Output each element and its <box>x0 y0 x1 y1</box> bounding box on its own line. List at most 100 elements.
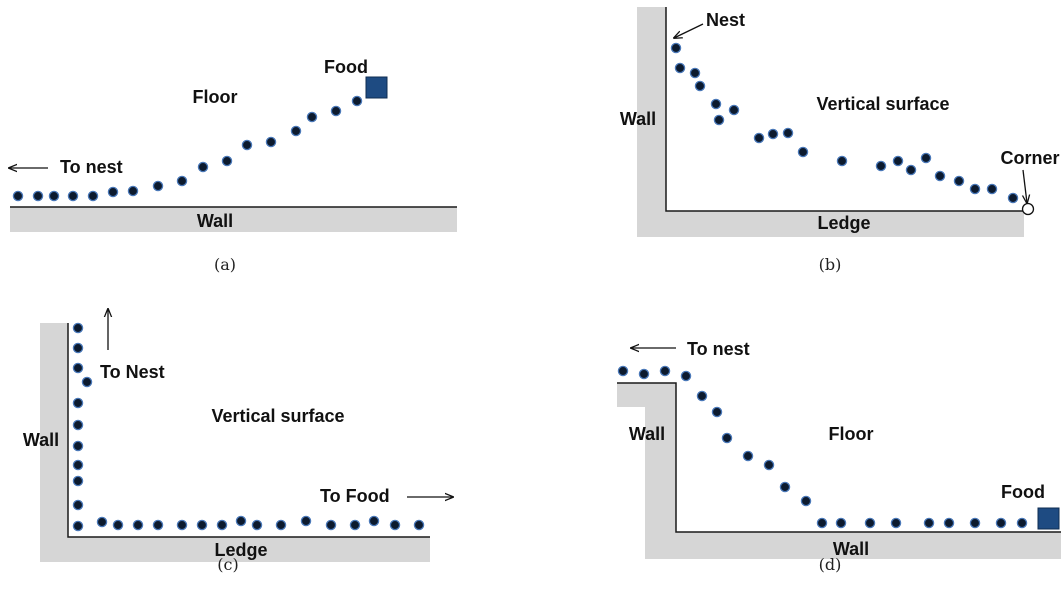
ant-dot <box>413 519 425 531</box>
ant-dot <box>389 519 401 531</box>
to-nest-label: To Nest <box>100 362 165 382</box>
ant-dot <box>953 175 965 187</box>
ant-dot <box>107 186 119 198</box>
ant-dot <box>300 515 312 527</box>
ant-dot <box>132 519 144 531</box>
ant-dot <box>943 517 955 529</box>
ant-dot <box>659 365 671 377</box>
wall-bottom-label: Wall <box>833 539 869 559</box>
ant-dot <box>197 161 209 173</box>
surface-label: Vertical surface <box>816 94 949 114</box>
ant-dot <box>96 516 108 528</box>
ant-dot <box>325 519 337 531</box>
food-label: Food <box>1001 482 1045 502</box>
ant-dot <box>779 481 791 493</box>
ant-dot <box>368 515 380 527</box>
ant-trail <box>72 322 425 532</box>
corner-marker <box>1021 202 1035 216</box>
ant-dot <box>710 98 722 110</box>
ant-dot <box>689 67 701 79</box>
wall-left-label: Wall <box>629 424 665 444</box>
nest-arrow <box>674 23 704 38</box>
ant-dot <box>836 155 848 167</box>
ant-dot <box>995 517 1007 529</box>
ant-dot <box>72 520 84 532</box>
ant-dot <box>696 390 708 402</box>
food-square <box>365 76 388 99</box>
wall-edge <box>617 382 1061 533</box>
caption: (d) <box>819 555 842 574</box>
ant-dot <box>72 397 84 409</box>
corner-arrow <box>1023 169 1027 203</box>
ant-dot <box>1007 192 1019 204</box>
ant-dot <box>728 104 740 116</box>
ant-dot <box>638 368 650 380</box>
ant-dot <box>674 62 686 74</box>
wall-block <box>40 323 430 562</box>
ant-dot <box>694 80 706 92</box>
ant-trail <box>617 365 1028 529</box>
ant-dot <box>32 190 44 202</box>
ant-dot <box>742 450 754 462</box>
wall-block <box>637 7 1024 237</box>
ant-dot <box>176 175 188 187</box>
ant-dot <box>235 515 247 527</box>
ant-dot <box>797 146 809 158</box>
ant-dot <box>767 128 779 140</box>
ant-dot <box>306 111 318 123</box>
ant-dot <box>72 459 84 471</box>
to-nest-label: To nest <box>687 339 750 359</box>
caption: (a) <box>214 255 236 274</box>
ant-dot <box>67 190 79 202</box>
ant-dot <box>800 495 812 507</box>
ant-dot <box>127 185 139 197</box>
panel-d: Wall Wall Floor To nest Food (d) <box>617 339 1061 574</box>
ant-dot <box>251 519 263 531</box>
ant-dot <box>275 519 287 531</box>
ant-dot <box>265 136 277 148</box>
ant-dot <box>680 370 692 382</box>
to-nest-label: To nest <box>60 157 123 177</box>
wall-edge <box>665 7 1024 212</box>
ant-dot <box>221 155 233 167</box>
food-square <box>1037 507 1060 530</box>
ant-dot <box>905 164 917 176</box>
ant-dot <box>72 322 84 334</box>
ant-dot <box>969 183 981 195</box>
panel-c: Wall Ledge Vertical surface To Nest To F… <box>23 309 453 574</box>
ant-dot <box>782 127 794 139</box>
corner-label: Corner <box>1000 148 1059 168</box>
ant-dot <box>72 342 84 354</box>
ant-dot <box>713 114 725 126</box>
ant-dot <box>349 519 361 531</box>
ant-dot <box>176 519 188 531</box>
ant-dot <box>816 517 828 529</box>
ant-dot <box>87 190 99 202</box>
ant-dot <box>890 517 902 529</box>
wall-block <box>617 383 1061 559</box>
ant-trail <box>670 42 1019 204</box>
ant-dot <box>934 170 946 182</box>
ant-dot <box>969 517 981 529</box>
ant-dot <box>835 517 847 529</box>
ant-dot <box>351 95 363 107</box>
ant-dot <box>152 519 164 531</box>
caption: (c) <box>217 555 238 574</box>
ant-dot <box>72 475 84 487</box>
floor-label: Floor <box>193 87 238 107</box>
ant-dot <box>72 419 84 431</box>
ant-dot <box>986 183 998 195</box>
food-label: Food <box>324 57 368 77</box>
wall-label: Wall <box>23 430 59 450</box>
ant-dot <box>711 406 723 418</box>
panel-a: Wall Floor Food To nest (a) <box>9 57 457 274</box>
ant-dot <box>864 517 876 529</box>
ledge-label: Ledge <box>214 540 267 560</box>
ant-dot <box>617 365 629 377</box>
ant-dot <box>670 42 682 54</box>
floor-label: Floor <box>829 424 874 444</box>
ant-dot <box>892 155 904 167</box>
ant-dot <box>290 125 302 137</box>
ant-dot <box>152 180 164 192</box>
